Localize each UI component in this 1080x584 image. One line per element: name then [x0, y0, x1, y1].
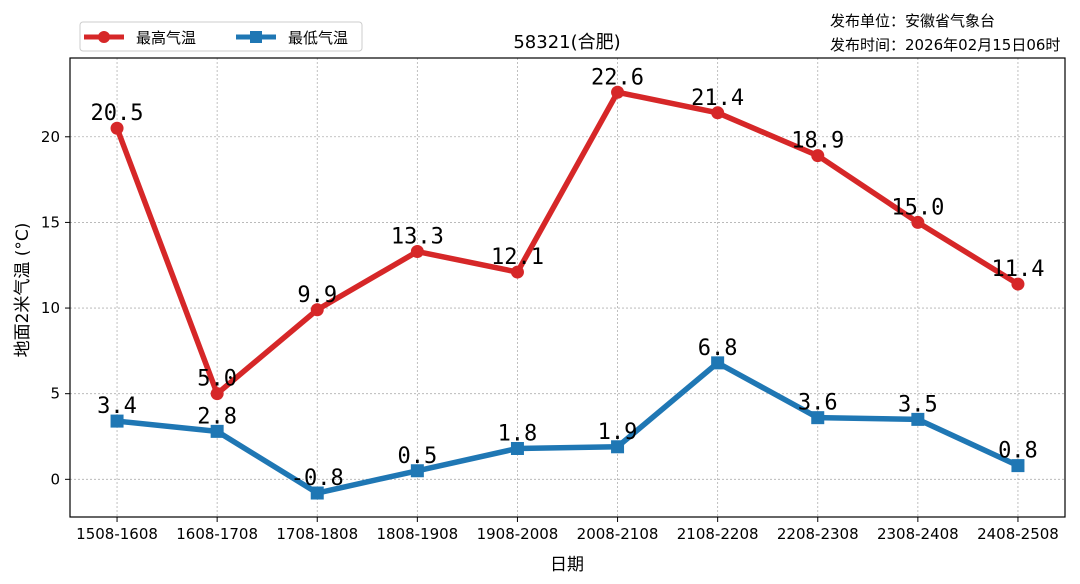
data-point [811, 411, 825, 425]
publish-time-text: 发布时间：2026年02月15日06时 [830, 36, 1060, 54]
data-label: 22.6 [591, 65, 644, 90]
data-point [611, 85, 625, 99]
legend: 最高气温 最低气温 [79, 21, 363, 52]
x-tick-label: 1708-1808 [276, 525, 358, 543]
x-tick-label: 2308-2408 [877, 525, 959, 543]
series-line-min [116, 360, 1020, 496]
legend-marker-circle-icon [98, 31, 110, 43]
data-label: 15.0 [891, 195, 944, 220]
data-label: 21.4 [691, 86, 744, 111]
x-tick-label: 2208-2308 [777, 525, 859, 543]
data-point [911, 412, 925, 426]
y-axis-label: 地面2米气温 (°C) [13, 223, 33, 358]
data-label: 3.4 [97, 394, 137, 419]
data-point [911, 215, 925, 229]
x-axis-label: 日期 [550, 555, 584, 575]
data-label: 12.1 [491, 245, 544, 270]
data-point [410, 245, 424, 259]
x-tick-label: 1508-1608 [76, 525, 158, 543]
chart-title: 58321(合肥) [513, 32, 620, 53]
data-point [510, 441, 524, 455]
data-label: -0.8 [291, 466, 344, 491]
data-label: 18.9 [791, 129, 844, 154]
data-label: 1.8 [498, 421, 538, 446]
data-label: 1.9 [598, 420, 638, 445]
series-line-max [114, 89, 1020, 397]
x-tick-label: 2008-2108 [577, 525, 659, 543]
y-tick-label: 0 [50, 470, 60, 488]
legend-label-min: 最低气温 [288, 29, 348, 47]
legend-marker-square-icon [250, 31, 262, 43]
data-point [110, 121, 124, 135]
data-point [110, 414, 124, 428]
data-label: 11.4 [991, 257, 1044, 282]
y-tick-label: 10 [41, 299, 60, 317]
data-point [711, 106, 725, 120]
data-label: 0.8 [998, 439, 1038, 464]
x-tick-label: 1608-1708 [176, 525, 258, 543]
data-point [1011, 459, 1025, 473]
plot-frame [69, 57, 1066, 518]
x-tick-label: 1808-1908 [376, 525, 458, 543]
data-point [711, 356, 725, 370]
data-point [1011, 277, 1025, 291]
data-point [310, 486, 324, 500]
legend-label-max: 最高气温 [136, 29, 196, 47]
data-label: 2.8 [197, 404, 237, 429]
data-point [410, 464, 424, 478]
y-tick-label: 5 [50, 385, 60, 403]
legend-box [79, 21, 363, 52]
data-label: 9.9 [297, 283, 337, 308]
data-point [811, 149, 825, 163]
data-point [611, 440, 625, 454]
data-label: 0.5 [397, 444, 437, 469]
data-label: 6.8 [698, 336, 738, 361]
data-point [310, 303, 324, 317]
data-point [210, 424, 224, 438]
data-label: 13.3 [391, 225, 444, 250]
publisher-text: 发布单位：安徽省气象台 [830, 12, 995, 30]
x-tick-label: 2408-2508 [977, 525, 1059, 543]
x-tick-label: 2108-2208 [677, 525, 759, 543]
data-label: 5.0 [197, 367, 237, 392]
y-tick-label: 15 [41, 213, 60, 231]
data-label: 20.5 [91, 101, 144, 126]
x-tick-label: 1908-2008 [477, 525, 559, 543]
y-tick-label: 20 [41, 128, 60, 146]
data-label: 3.6 [798, 391, 838, 416]
data-label: 3.5 [898, 392, 938, 417]
data-point [510, 265, 524, 279]
data-point [210, 387, 224, 401]
